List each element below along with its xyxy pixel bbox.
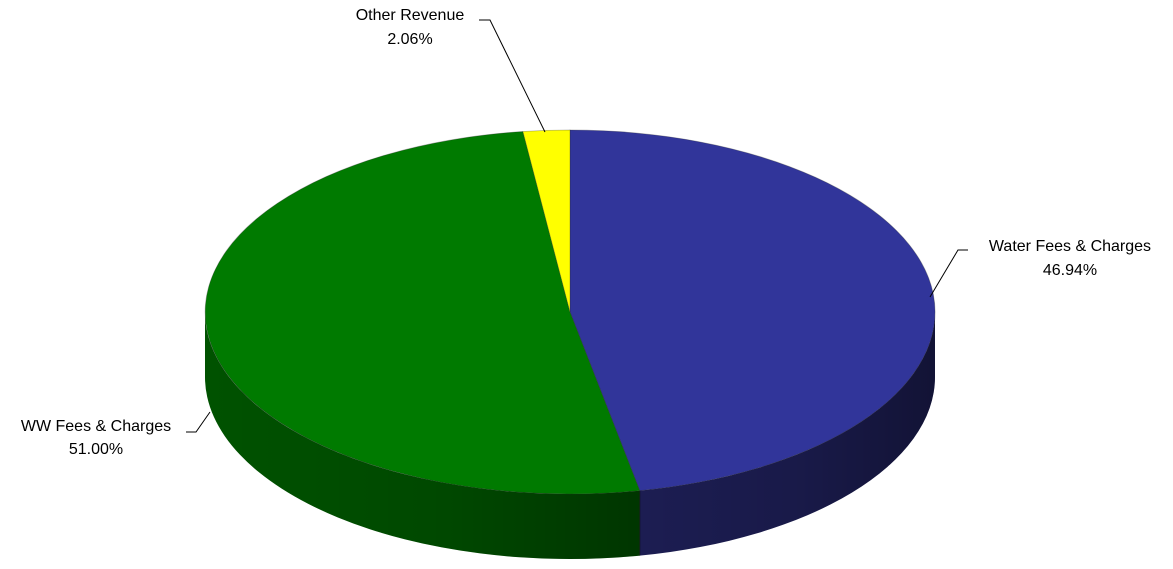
slice-label-water-fees-and-charges: Water Fees & Charges bbox=[989, 238, 1151, 255]
slice-value-other-revenue: 2.06% bbox=[387, 31, 432, 48]
leader-line-ww-fees-and-charges bbox=[186, 411, 211, 433]
pie-side-shade-water-fees-and-charges bbox=[639, 312, 935, 556]
slice-value-ww-fees-and-charges: 51.00% bbox=[69, 441, 123, 458]
pie-side-walls bbox=[205, 312, 935, 560]
pie-top-faces bbox=[204, 129, 936, 495]
slice-label-ww-fees-and-charges: WW Fees & Charges bbox=[21, 418, 171, 435]
leader-line-water-fees-and-charges bbox=[929, 249, 968, 298]
pie-slice-water-fees-and-charges bbox=[569, 129, 936, 492]
slice-label-other-revenue: Other Revenue bbox=[356, 7, 465, 24]
pie-slice-other-revenue bbox=[522, 129, 571, 313]
pie-side-shade-ww-fees-and-charges bbox=[205, 312, 640, 560]
pie-data-labels: Water Fees & Charges 46.94% WW Fees & Char… bbox=[21, 7, 1151, 458]
leader-line-other-revenue bbox=[479, 19, 546, 133]
slice-value-water-fees-and-charges: 46.94% bbox=[1043, 262, 1097, 279]
pie-slice-ww-fees-and-charges bbox=[204, 131, 641, 495]
